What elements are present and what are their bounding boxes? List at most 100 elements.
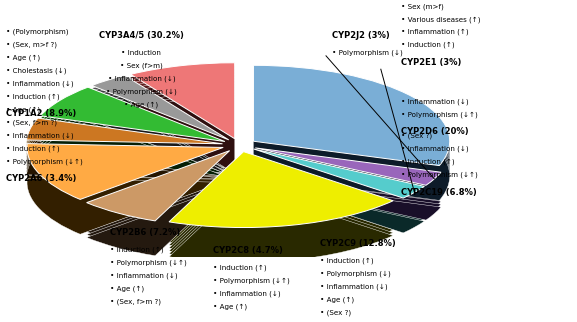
Wedge shape [40,96,225,150]
Wedge shape [92,79,228,143]
Wedge shape [87,162,230,232]
Wedge shape [253,68,449,168]
Text: • Inflammation (↓): • Inflammation (↓) [401,146,469,152]
Wedge shape [255,165,441,203]
Wedge shape [27,144,223,170]
Wedge shape [87,180,230,250]
Wedge shape [87,154,230,224]
Wedge shape [92,108,228,172]
Wedge shape [254,178,424,227]
Wedge shape [27,136,223,161]
Wedge shape [253,91,449,192]
Wedge shape [254,169,424,218]
Wedge shape [87,177,230,247]
Wedge shape [130,74,235,150]
Wedge shape [27,150,223,176]
Wedge shape [87,183,230,253]
Wedge shape [130,69,235,145]
Text: • Inflammation (↓): • Inflammation (↓) [6,80,73,87]
Wedge shape [87,185,230,256]
Text: • Age (↑): • Age (↑) [6,54,40,61]
Text: • Polymorphism (↓↑): • Polymorphism (↓↑) [6,158,83,165]
Wedge shape [27,149,223,205]
Wedge shape [27,173,223,228]
Wedge shape [255,156,441,194]
Wedge shape [40,90,225,144]
Wedge shape [40,105,225,159]
Wedge shape [169,178,393,254]
Text: • Age (↑): • Age (↑) [6,106,40,113]
Text: • Polymorphism (↓↑): • Polymorphism (↓↑) [401,111,478,118]
Text: • Polymorphism (↓↑): • Polymorphism (↓↑) [110,259,186,266]
Text: • Polymorphism (↓): • Polymorphism (↓) [106,89,177,95]
Text: • (Polymorphism): • (Polymorphism) [6,28,68,35]
Wedge shape [255,180,441,217]
Wedge shape [255,183,441,220]
Wedge shape [254,181,424,230]
Wedge shape [87,159,230,230]
Wedge shape [27,121,223,147]
Wedge shape [254,164,424,213]
Wedge shape [92,81,228,146]
Wedge shape [27,164,223,220]
Text: • (Sex, m>f ?): • (Sex, m>f ?) [6,42,57,48]
Text: • Induction (↑): • Induction (↑) [213,264,267,271]
Wedge shape [255,151,441,188]
Text: CYP3A4/5 (30.2%): CYP3A4/5 (30.2%) [99,31,184,40]
Wedge shape [87,171,230,241]
Wedge shape [40,122,225,176]
Text: CYP1A2 (8.9%): CYP1A2 (8.9%) [6,109,76,118]
Wedge shape [130,66,235,142]
Wedge shape [130,80,235,156]
Text: • Induction (↑): • Induction (↑) [6,145,59,152]
Wedge shape [27,144,223,199]
Wedge shape [40,119,225,174]
Wedge shape [27,141,223,167]
Wedge shape [27,155,223,211]
Wedge shape [92,105,228,169]
Wedge shape [40,93,225,147]
Wedge shape [27,170,223,225]
Wedge shape [253,83,449,183]
Wedge shape [169,157,393,233]
Wedge shape [254,175,424,224]
Wedge shape [40,102,225,156]
Text: • Polymorphism (↓↑): • Polymorphism (↓↑) [401,171,478,178]
Wedge shape [254,152,424,201]
Wedge shape [27,152,223,208]
Wedge shape [130,83,235,159]
Wedge shape [253,65,449,166]
Wedge shape [169,163,393,239]
Wedge shape [169,181,393,257]
Text: • Sex (f>m): • Sex (f>m) [120,63,163,69]
Text: • (Sex, f>m ?): • (Sex, f>m ?) [110,298,160,305]
Wedge shape [254,161,424,210]
Wedge shape [253,100,449,200]
Wedge shape [27,158,223,214]
Wedge shape [255,162,441,200]
Text: • Various diseases (↑): • Various diseases (↑) [401,16,481,23]
Wedge shape [169,186,393,262]
Wedge shape [92,90,228,154]
Text: CYP2C8 (4.7%): CYP2C8 (4.7%) [213,246,283,254]
Wedge shape [130,92,235,168]
Text: • Inflammation (↓): • Inflammation (↓) [213,290,281,297]
Wedge shape [130,86,235,162]
Wedge shape [27,124,223,150]
Text: • Induction (↑): • Induction (↑) [320,258,374,264]
Wedge shape [253,74,449,174]
Wedge shape [253,71,449,171]
Wedge shape [27,161,223,217]
Wedge shape [92,84,228,148]
Wedge shape [87,168,230,238]
Wedge shape [255,159,441,197]
Wedge shape [92,96,228,160]
Wedge shape [40,116,225,171]
Text: • Polymorphism (↓): • Polymorphism (↓) [332,50,403,56]
Text: • Age (↑): • Age (↑) [213,303,248,310]
Wedge shape [92,110,228,175]
Wedge shape [130,77,235,153]
Text: • Age (↑): • Age (↑) [110,285,144,292]
Wedge shape [130,63,235,139]
Text: CYP2J2 (3%): CYP2J2 (3%) [332,31,389,40]
